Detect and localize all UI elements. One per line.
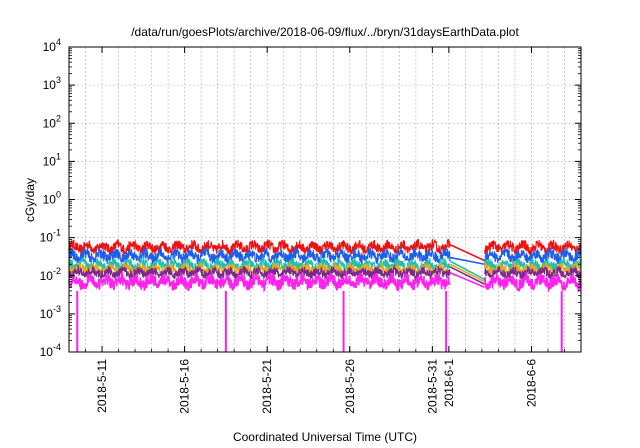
y-tick-label-exponent: 2 <box>56 113 61 123</box>
y-axis-label: cGy/day <box>23 178 37 222</box>
y-tick-label-base: 10 <box>43 193 57 207</box>
y-tick-label: 102 <box>43 113 61 130</box>
y-tick-label-exponent: 0 <box>56 190 61 200</box>
series-5-line <box>68 263 582 282</box>
y-tick-label: 10-1 <box>40 228 61 245</box>
grid <box>69 47 581 352</box>
series-5-gap-connector <box>449 266 486 285</box>
y-tick-label-base: 10 <box>40 345 54 359</box>
x-axis-label: Coordinated Universal Time (UTC) <box>233 430 417 444</box>
series-group <box>68 238 582 352</box>
y-tick-label-base: 10 <box>43 116 57 130</box>
x-tick-label: 2018-5-31 <box>425 359 439 414</box>
chart-title: /data/run/goesPlots/archive/2018-06-09/f… <box>131 25 519 39</box>
series-2-gap-connector <box>450 256 485 266</box>
y-tick-label-base: 10 <box>40 231 54 245</box>
x-tick-label: 2018-6-6 <box>524 359 538 407</box>
y-tick-label: 104 <box>43 37 61 54</box>
x-tick-label: 2018-5-26 <box>343 359 357 414</box>
y-tick-label-exponent: 4 <box>56 37 61 47</box>
y-tick-label-base: 10 <box>40 269 54 283</box>
y-tick-label: 10-4 <box>40 342 61 359</box>
series-2-line <box>68 245 582 266</box>
y-tick-label-exponent: 3 <box>56 75 61 85</box>
x-axis: 2018-5-11 2018-5-16 2018-5-21 2018-5-26 2018… <box>85 47 565 414</box>
y-tick-label-exponent: -4 <box>53 342 61 352</box>
y-tick-label-base: 10 <box>43 154 57 168</box>
y-tick-label: 10-2 <box>40 266 61 283</box>
series-4-gap-connector <box>449 263 486 283</box>
y-tick-label: 100 <box>43 190 61 207</box>
y-tick-label-exponent: -1 <box>53 228 61 238</box>
y-tick-label-exponent: -2 <box>53 266 61 276</box>
y-tick-label-base: 10 <box>43 78 57 92</box>
y-tick-label: 10-3 <box>40 304 61 321</box>
y-tick-label-exponent: 1 <box>56 151 61 161</box>
x-tick-label: 2018-6-1 <box>442 359 456 407</box>
series-6-line <box>68 270 582 294</box>
y-tick-label-base: 10 <box>40 307 54 321</box>
y-tick-label: 103 <box>43 75 61 92</box>
y-tick-label-base: 10 <box>43 40 57 54</box>
y-tick-label-exponent: -3 <box>53 304 61 314</box>
x-tick-label: 2018-5-11 <box>95 359 109 413</box>
y-tick-label: 101 <box>43 151 61 168</box>
series-3-gap-connector <box>449 260 486 281</box>
x-tick-label: 2018-5-21 <box>260 359 274 414</box>
series-1-gap-connector <box>449 244 485 262</box>
series-6-gap-connector <box>449 271 485 288</box>
x-tick-label: 2018-5-16 <box>178 359 192 414</box>
